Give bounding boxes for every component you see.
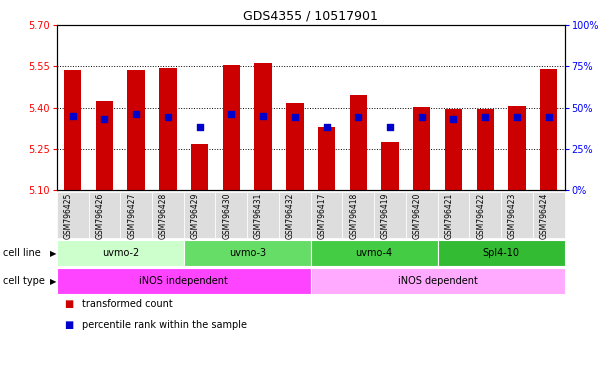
Text: GSM796428: GSM796428 [159, 193, 168, 239]
Point [321, 124, 331, 131]
Point [448, 116, 458, 122]
Bar [64, 70, 81, 190]
Text: uvmo-4: uvmo-4 [356, 248, 393, 258]
Bar [318, 127, 335, 190]
Bar [381, 142, 399, 190]
Bar [286, 103, 304, 190]
Text: GSM796418: GSM796418 [349, 193, 358, 239]
Text: GSM796420: GSM796420 [413, 193, 422, 239]
Bar [413, 107, 431, 190]
Text: iNOS dependent: iNOS dependent [398, 276, 478, 286]
Bar [349, 94, 367, 190]
Text: percentile rank within the sample: percentile rank within the sample [82, 320, 247, 330]
Bar [477, 109, 494, 190]
Bar [159, 68, 177, 190]
Text: GSM796427: GSM796427 [127, 193, 136, 239]
Text: cell line: cell line [3, 248, 41, 258]
Text: uvmo-3: uvmo-3 [229, 248, 266, 258]
Point [227, 111, 236, 117]
Text: GSM796425: GSM796425 [64, 193, 73, 239]
Point [544, 114, 554, 121]
Bar [191, 144, 208, 190]
Bar [96, 101, 113, 190]
Bar [222, 65, 240, 190]
Text: ▶: ▶ [50, 248, 57, 258]
Text: GSM796417: GSM796417 [318, 193, 326, 239]
Point [512, 114, 522, 121]
Point [258, 113, 268, 119]
Text: uvmo-2: uvmo-2 [101, 248, 139, 258]
Bar [445, 109, 463, 190]
Text: iNOS independent: iNOS independent [139, 276, 228, 286]
Text: ■: ■ [64, 299, 73, 309]
Point [480, 114, 490, 121]
Text: GDS4355 / 10517901: GDS4355 / 10517901 [243, 10, 378, 23]
Text: GSM796431: GSM796431 [254, 193, 263, 239]
Text: ▶: ▶ [50, 276, 57, 286]
Point [353, 114, 363, 121]
Text: GSM796426: GSM796426 [95, 193, 104, 239]
Point [385, 124, 395, 131]
Text: GSM796430: GSM796430 [222, 193, 232, 239]
Point [131, 111, 141, 117]
Text: ■: ■ [64, 320, 73, 330]
Bar [508, 106, 525, 190]
Text: GSM796421: GSM796421 [444, 193, 453, 239]
Bar [254, 63, 272, 190]
Text: GSM796422: GSM796422 [476, 193, 485, 239]
Text: Spl4-10: Spl4-10 [483, 248, 519, 258]
Text: GSM796424: GSM796424 [540, 193, 549, 239]
Text: GSM796423: GSM796423 [508, 193, 517, 239]
Text: GSM796432: GSM796432 [286, 193, 295, 239]
Point [195, 124, 205, 131]
Point [290, 114, 300, 121]
Text: GSM796419: GSM796419 [381, 193, 390, 239]
Point [100, 116, 109, 122]
Point [68, 113, 78, 119]
Point [417, 114, 426, 121]
Text: transformed count: transformed count [82, 299, 174, 309]
Text: cell type: cell type [3, 276, 45, 286]
Bar [540, 69, 557, 190]
Point [163, 114, 173, 121]
Bar [128, 70, 145, 190]
Text: GSM796429: GSM796429 [191, 193, 200, 239]
